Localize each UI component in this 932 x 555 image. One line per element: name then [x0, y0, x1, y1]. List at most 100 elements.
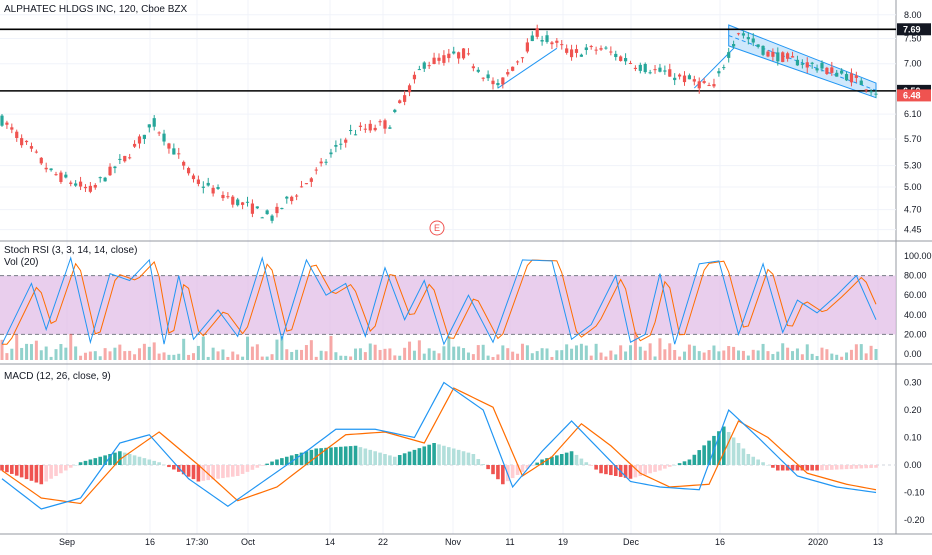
macd-histogram-bar [221, 465, 225, 479]
price-pane[interactable]: E [0, 24, 896, 236]
candle [702, 81, 706, 83]
candle [393, 109, 397, 113]
candle [550, 42, 554, 45]
macd-histogram-bar [805, 465, 810, 471]
macd-histogram-bar [761, 462, 765, 465]
macd-histogram-bar [245, 465, 250, 472]
volume-bar [574, 345, 578, 360]
macd-signal-line [1, 387, 877, 505]
candle [216, 187, 220, 189]
candle [604, 47, 608, 49]
stoch-rsi-pane[interactable] [0, 256, 896, 360]
volume-bar [697, 351, 701, 360]
volume-bar [810, 353, 814, 360]
candle [349, 130, 353, 132]
macd-histogram-bar [235, 465, 240, 476]
macd-histogram-bar [471, 454, 476, 465]
candle [835, 72, 839, 77]
candle [579, 54, 583, 57]
volume-bar [329, 335, 333, 360]
candle [506, 72, 510, 75]
candle [800, 63, 804, 65]
macd-histogram-bar [422, 446, 427, 465]
volume-bar [344, 355, 348, 360]
volume-bar [628, 345, 632, 360]
volume-bar [452, 346, 456, 360]
time-axis-label: 11 [505, 537, 514, 547]
earnings-marker-circle [429, 220, 445, 236]
macd-histogram-bar [795, 465, 800, 471]
macd-histogram-bar [191, 465, 196, 480]
macd-histogram-bar [623, 465, 628, 478]
candle [746, 37, 750, 40]
volume-bar [825, 349, 829, 360]
volume-bar [39, 350, 43, 360]
volume-bar [187, 354, 191, 360]
macd-histogram-bar [677, 463, 682, 465]
macd-histogram-bar [24, 465, 29, 480]
volume-bar [358, 348, 362, 360]
candle [692, 79, 696, 82]
volume-bar [15, 334, 19, 360]
volume-bar [678, 356, 682, 360]
macd-histogram-bar [525, 465, 530, 469]
macd-histogram-bar [559, 454, 564, 465]
volume-bar [196, 345, 200, 360]
stoch-axis-label: 20.00 [904, 329, 927, 339]
candle [668, 69, 672, 77]
candle [457, 52, 461, 59]
macd-histogram-bar [599, 465, 603, 474]
volume-bar [707, 350, 711, 360]
volume-bar [462, 348, 466, 360]
candle [628, 62, 633, 64]
volume-bar [511, 351, 515, 360]
macd-histogram-bar [226, 465, 230, 478]
candle [34, 151, 38, 153]
volume-bar [250, 346, 254, 360]
candle [201, 186, 205, 188]
macd-histogram-bar [78, 462, 83, 465]
candle [378, 121, 382, 123]
candle [339, 143, 343, 145]
volume-bar [737, 350, 741, 360]
macd-histogram-bar [14, 465, 19, 476]
macd-histogram-bar [309, 449, 314, 465]
macd-histogram-bar [604, 465, 608, 475]
macd-histogram-bar [343, 446, 348, 465]
volume-bar [309, 340, 313, 360]
macd-histogram-bar [466, 452, 471, 465]
macd-histogram-bar [147, 459, 152, 465]
candle [236, 199, 240, 206]
candle [93, 184, 97, 188]
candle [471, 66, 475, 69]
candle [560, 44, 564, 46]
candle [633, 67, 638, 69]
macd-histogram-bar [358, 447, 363, 465]
macd-pane[interactable] [0, 381, 896, 510]
macd-histogram-bar [550, 456, 554, 465]
macd-histogram-bar [874, 465, 878, 468]
candle [486, 74, 490, 79]
candle [0, 115, 4, 126]
candle [186, 167, 191, 174]
volume-bar [83, 352, 87, 360]
volume-bar [800, 354, 804, 360]
volume-bar [128, 350, 132, 360]
candle [619, 56, 623, 61]
macd-histogram-bar [717, 431, 721, 465]
volume-bar [658, 338, 662, 360]
volume-bar [34, 340, 38, 360]
stoch-rsi-title: Stoch RSI (3, 3, 14, 14, close) [4, 245, 138, 256]
volume-bar [231, 351, 235, 360]
vol-title: Vol (20) [4, 257, 39, 268]
macd-histogram-bar [726, 432, 731, 465]
macd-histogram-bar [491, 465, 495, 475]
time-axis-label: 13 [873, 537, 883, 547]
candle [69, 182, 73, 184]
candle [771, 51, 775, 57]
candle [859, 80, 863, 85]
macd-histogram-bar [83, 460, 88, 465]
volume-bar [437, 353, 441, 360]
volume-bar [422, 353, 426, 360]
